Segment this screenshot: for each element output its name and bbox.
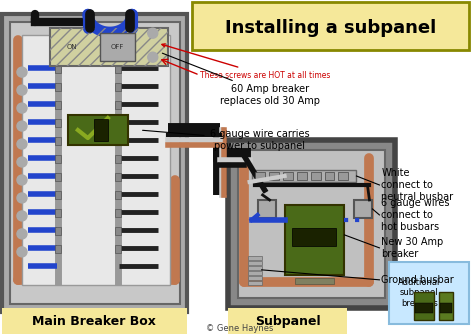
- Text: 6 gauge wires
connect to
hot busbars: 6 gauge wires connect to hot busbars: [382, 198, 450, 231]
- Text: These screws are HOT at all times: These screws are HOT at all times: [162, 44, 330, 80]
- Bar: [325, 172, 335, 180]
- Text: Additional
subpanel
breakers: Additional subpanel breakers: [398, 278, 440, 308]
- Bar: [247, 281, 262, 285]
- Bar: [115, 65, 121, 73]
- Bar: [390, 262, 469, 324]
- Circle shape: [17, 157, 27, 167]
- Text: © Gene Haynes: © Gene Haynes: [206, 324, 273, 333]
- Circle shape: [17, 229, 27, 239]
- Bar: [115, 137, 121, 145]
- Bar: [22, 35, 170, 285]
- Bar: [55, 83, 61, 91]
- Bar: [115, 101, 121, 109]
- Bar: [115, 173, 121, 181]
- Bar: [415, 303, 433, 313]
- Text: 60 Amp breaker
replaces old 30 Amp: 60 Amp breaker replaces old 30 Amp: [163, 53, 319, 106]
- Bar: [283, 172, 292, 180]
- Circle shape: [148, 28, 158, 38]
- Bar: [115, 119, 121, 127]
- Bar: [228, 308, 347, 334]
- Bar: [310, 172, 320, 180]
- Circle shape: [17, 103, 27, 113]
- Circle shape: [17, 193, 27, 203]
- Bar: [191, 2, 469, 50]
- Bar: [10, 22, 180, 304]
- Circle shape: [17, 121, 27, 131]
- Text: 6 gauge wire carries
power to subpanel: 6 gauge wire carries power to subpanel: [143, 129, 310, 151]
- Bar: [297, 172, 307, 180]
- Circle shape: [17, 85, 27, 95]
- Bar: [50, 28, 168, 66]
- Bar: [255, 172, 264, 180]
- Bar: [50, 28, 168, 66]
- Bar: [247, 266, 262, 270]
- Bar: [55, 227, 61, 235]
- Bar: [247, 276, 262, 280]
- Bar: [247, 256, 262, 260]
- Bar: [414, 292, 434, 320]
- Bar: [252, 170, 356, 182]
- Bar: [228, 140, 395, 308]
- Bar: [55, 101, 61, 109]
- Bar: [439, 292, 453, 320]
- Bar: [115, 209, 121, 217]
- Bar: [115, 191, 121, 199]
- Bar: [338, 172, 348, 180]
- Bar: [2, 14, 187, 312]
- Bar: [55, 65, 61, 73]
- Bar: [115, 245, 121, 253]
- Text: White
connect to
neutral busbar: White connect to neutral busbar: [382, 169, 454, 202]
- Text: ON: ON: [66, 44, 77, 50]
- Bar: [115, 155, 121, 163]
- Bar: [100, 33, 135, 61]
- Bar: [55, 191, 61, 199]
- Circle shape: [17, 67, 27, 77]
- Text: New 30 Amp
breaker: New 30 Amp breaker: [382, 237, 444, 259]
- Bar: [115, 83, 121, 91]
- Bar: [55, 173, 61, 181]
- Bar: [55, 155, 61, 163]
- Bar: [257, 200, 275, 218]
- Bar: [284, 205, 345, 275]
- Bar: [247, 261, 262, 265]
- Bar: [2, 308, 187, 334]
- Bar: [55, 137, 61, 145]
- Bar: [94, 119, 108, 141]
- Circle shape: [148, 52, 158, 62]
- Bar: [68, 115, 128, 145]
- Bar: [115, 227, 121, 235]
- Bar: [292, 228, 337, 246]
- Bar: [294, 278, 335, 284]
- Bar: [247, 271, 262, 275]
- Bar: [237, 150, 385, 298]
- Text: Main Breaker Box: Main Breaker Box: [32, 315, 156, 328]
- Bar: [55, 209, 61, 217]
- Circle shape: [17, 175, 27, 185]
- Bar: [440, 303, 452, 313]
- Text: OFF: OFF: [110, 44, 124, 50]
- Circle shape: [17, 211, 27, 221]
- Circle shape: [17, 247, 27, 257]
- Text: Installing a subpanel: Installing a subpanel: [225, 19, 436, 37]
- Bar: [355, 200, 373, 218]
- Bar: [269, 172, 279, 180]
- Circle shape: [17, 139, 27, 149]
- Text: Ground busbar: Ground busbar: [382, 275, 454, 285]
- Bar: [55, 119, 61, 127]
- Bar: [55, 245, 61, 253]
- Text: Subpanel: Subpanel: [255, 315, 320, 328]
